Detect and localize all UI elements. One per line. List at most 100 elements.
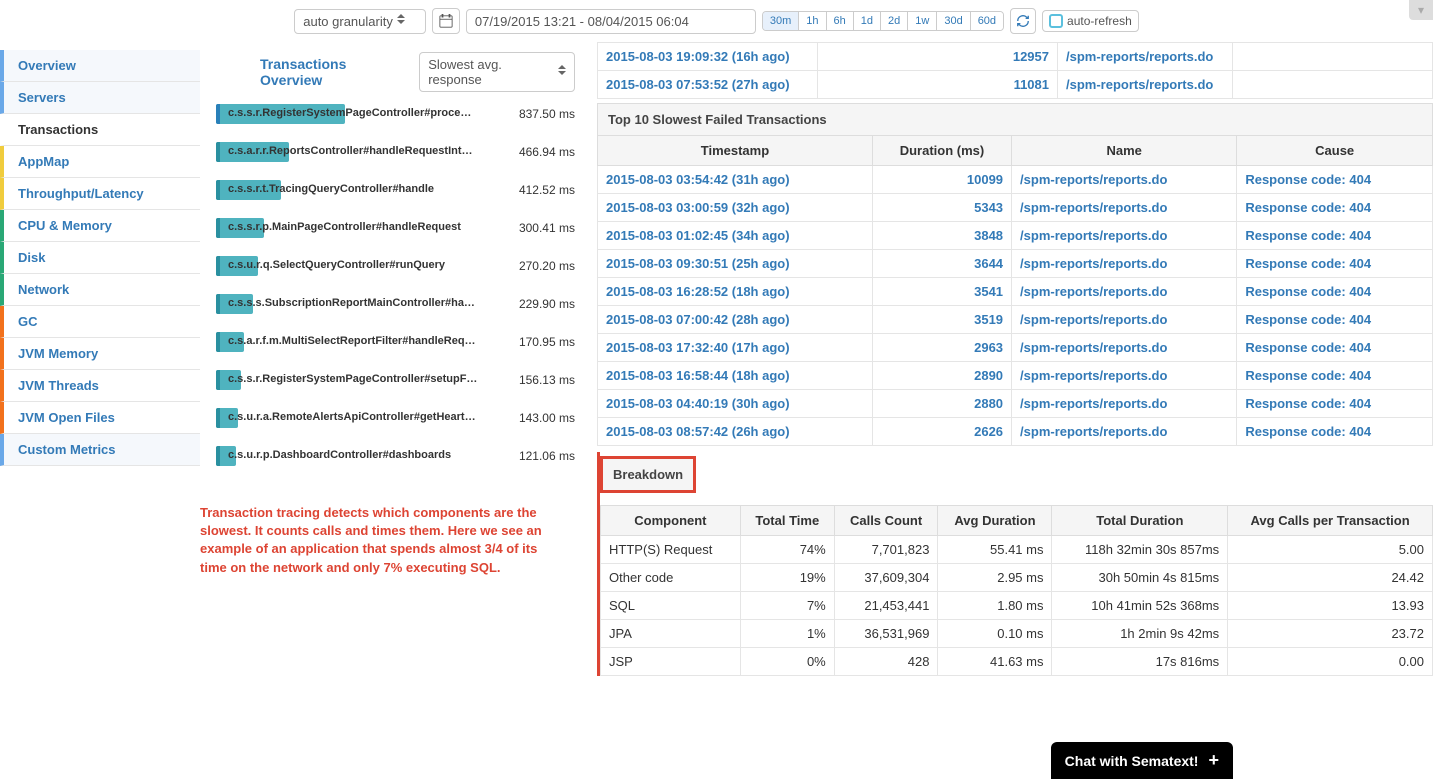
calendar-icon: [439, 14, 453, 28]
table-row[interactable]: 2015-08-03 19:09:32 (16h ago)12957/spm-r…: [598, 43, 1433, 71]
table-row[interactable]: 2015-08-03 01:02:45 (34h ago)3848/spm-re…: [598, 222, 1433, 250]
table-row: JSP0%42841.63 ms17s 816ms0.00: [601, 648, 1433, 676]
table-row[interactable]: 2015-08-03 07:53:52 (27h ago)11081/spm-r…: [598, 71, 1433, 99]
range-buttons: 30m1h6h1d2d1w30d60d: [762, 11, 1004, 31]
table-row[interactable]: 2015-08-03 16:28:52 (18h ago)3541/spm-re…: [598, 278, 1433, 306]
sidebar-item-network[interactable]: Network: [0, 274, 200, 306]
tx-label: c.s.s.r.p.MainPageController#handleReque…: [228, 221, 461, 233]
tx-label: c.s.s.r.RegisterSystemPageController#pro…: [228, 107, 471, 119]
tx-ms: 270.20 ms: [505, 259, 575, 273]
tx-ms: 143.00 ms: [505, 411, 575, 425]
granularity-select[interactable]: auto granularity: [294, 9, 426, 34]
sidebar-item-jvm-open-files[interactable]: JVM Open Files: [0, 402, 200, 434]
tx-ms: 412.52 ms: [505, 183, 575, 197]
tx-label: c.s.a.r.f.m.MultiSelectReportFilter#hand…: [228, 335, 476, 347]
tx-ms: 837.50 ms: [505, 107, 575, 121]
breakdown-title: Breakdown: [600, 456, 696, 493]
daterange-input[interactable]: 07/19/2015 13:21 - 08/04/2015 06:04: [466, 9, 756, 34]
sidebar-item-transactions[interactable]: Transactions: [0, 114, 200, 146]
table-row: SQL7%21,453,4411.80 ms10h 41min 52s 368m…: [601, 592, 1433, 620]
breakdown-table: ComponentTotal TimeCalls CountAvg Durati…: [600, 505, 1433, 676]
col-header: Duration (ms): [872, 136, 1011, 166]
table-row[interactable]: 2015-08-03 08:57:42 (26h ago)2626/spm-re…: [598, 418, 1433, 446]
annotation-note: Transaction tracing detects which compon…: [200, 484, 575, 577]
top-transactions-table: 2015-08-03 19:09:32 (16h ago)12957/spm-r…: [597, 42, 1433, 99]
tx-row[interactable]: c.s.u.r.q.SelectQueryController#runQuery…: [200, 256, 575, 276]
slowest-failed-title: Top 10 Slowest Failed Transactions: [597, 103, 1433, 135]
col-header: Name: [1012, 136, 1237, 166]
range-60d[interactable]: 60d: [971, 12, 1003, 30]
table-row[interactable]: 2015-08-03 03:00:59 (32h ago)5343/spm-re…: [598, 194, 1433, 222]
col-header: Component: [601, 506, 741, 536]
table-row[interactable]: 2015-08-03 03:54:42 (31h ago)10099/spm-r…: [598, 166, 1433, 194]
table-row[interactable]: 2015-08-03 07:00:42 (28h ago)3519/spm-re…: [598, 306, 1433, 334]
tx-row[interactable]: c.s.a.r.r.ReportsController#handleReques…: [200, 142, 575, 162]
tx-row[interactable]: c.s.s.r.RegisterSystemPageController#set…: [200, 370, 575, 390]
tx-row[interactable]: c.s.s.r.t.TracingQueryController#handle 4…: [200, 180, 575, 200]
tx-ms: 466.94 ms: [505, 145, 575, 159]
tx-label: c.s.s.r.RegisterSystemPageController#set…: [228, 373, 477, 385]
tx-label: c.s.s.r.t.TracingQueryController#handle: [228, 183, 434, 195]
table-row: JPA1%36,531,9690.10 ms1h 2min 9s 42ms23.…: [601, 620, 1433, 648]
tx-ms: 170.95 ms: [505, 335, 575, 349]
sidebar-item-disk[interactable]: Disk: [0, 242, 200, 274]
col-header: Total Duration: [1052, 506, 1228, 536]
sidebar-item-overview[interactable]: Overview: [0, 50, 200, 82]
sidebar: OverviewServersTransactionsAppMapThrough…: [0, 42, 200, 676]
slowest-failed-table: TimestampDuration (ms)NameCause2015-08-0…: [597, 135, 1433, 446]
tx-row[interactable]: c.s.s.s.SubscriptionReportMainController…: [200, 294, 575, 314]
tx-row[interactable]: c.s.s.r.p.MainPageController#handleReque…: [200, 218, 575, 238]
tx-overview-title: Transactions Overview: [260, 56, 407, 88]
sidebar-item-jvm-threads[interactable]: JVM Threads: [0, 370, 200, 402]
tx-row[interactable]: c.s.u.r.a.RemoteAlertsApiController#getH…: [200, 408, 575, 428]
tx-row[interactable]: c.s.u.r.p.DashboardController#dashboards…: [200, 446, 575, 466]
range-1h[interactable]: 1h: [799, 12, 826, 30]
sidebar-item-custom-metrics[interactable]: Custom Metrics: [0, 434, 200, 466]
calendar-button[interactable]: [432, 8, 460, 34]
tx-label: c.s.u.r.p.DashboardController#dashboards: [228, 449, 451, 461]
table-row[interactable]: 2015-08-03 17:32:40 (17h ago)2963/spm-re…: [598, 334, 1433, 362]
tx-row[interactable]: c.s.s.r.RegisterSystemPageController#pro…: [200, 104, 575, 124]
autorefresh-toggle[interactable]: auto-refresh: [1042, 10, 1139, 32]
topbar: auto granularity 07/19/2015 13:21 - 08/0…: [0, 0, 1433, 42]
col-header: Avg Calls per Transaction: [1228, 506, 1433, 536]
corner-tab[interactable]: ▾: [1409, 0, 1433, 20]
sidebar-item-cpu-memory[interactable]: CPU & Memory: [0, 210, 200, 242]
tx-ms: 300.41 ms: [505, 221, 575, 235]
table-row[interactable]: 2015-08-03 16:58:44 (18h ago)2890/spm-re…: [598, 362, 1433, 390]
range-2d[interactable]: 2d: [881, 12, 908, 30]
tx-label: c.s.u.r.q.SelectQueryController#runQuery: [228, 259, 445, 271]
tx-label: c.s.u.r.a.RemoteAlertsApiController#getH…: [228, 411, 476, 423]
chat-widget[interactable]: Chat with Sematext! +: [1051, 742, 1233, 779]
table-row[interactable]: 2015-08-03 04:40:19 (30h ago)2880/spm-re…: [598, 390, 1433, 418]
col-header: Avg Duration: [938, 506, 1052, 536]
range-30d[interactable]: 30d: [937, 12, 970, 30]
col-header: Total Time: [740, 506, 834, 536]
tx-sort-select[interactable]: Slowest avg. response: [419, 52, 575, 92]
sidebar-item-appmap[interactable]: AppMap: [0, 146, 200, 178]
col-header: Calls Count: [834, 506, 938, 536]
sidebar-item-servers[interactable]: Servers: [0, 82, 200, 114]
range-30m[interactable]: 30m: [763, 12, 799, 30]
sidebar-item-throughput-latency[interactable]: Throughput/Latency: [0, 178, 200, 210]
refresh-button[interactable]: [1010, 8, 1036, 34]
table-row: Other code19%37,609,3042.95 ms30h 50min …: [601, 564, 1433, 592]
table-row[interactable]: 2015-08-03 09:30:51 (25h ago)3644/spm-re…: [598, 250, 1433, 278]
tx-ms: 156.13 ms: [505, 373, 575, 387]
col-header: Timestamp: [598, 136, 873, 166]
tx-ms: 229.90 ms: [505, 297, 575, 311]
sidebar-item-jvm-memory[interactable]: JVM Memory: [0, 338, 200, 370]
sidebar-item-gc[interactable]: GC: [0, 306, 200, 338]
range-6h[interactable]: 6h: [827, 12, 854, 30]
chat-label: Chat with Sematext!: [1065, 753, 1199, 769]
plus-icon: +: [1208, 750, 1219, 771]
table-row: HTTP(S) Request74%7,701,82355.41 ms118h …: [601, 536, 1433, 564]
tx-label: c.s.a.r.r.ReportsController#handleReques…: [228, 145, 473, 157]
range-1w[interactable]: 1w: [908, 12, 937, 30]
tx-label: c.s.s.s.SubscriptionReportMainController…: [228, 297, 475, 309]
col-header: Cause: [1237, 136, 1433, 166]
refresh-icon: [1016, 14, 1030, 28]
range-1d[interactable]: 1d: [854, 12, 881, 30]
tx-ms: 121.06 ms: [505, 449, 575, 463]
tx-row[interactable]: c.s.a.r.f.m.MultiSelectReportFilter#hand…: [200, 332, 575, 352]
